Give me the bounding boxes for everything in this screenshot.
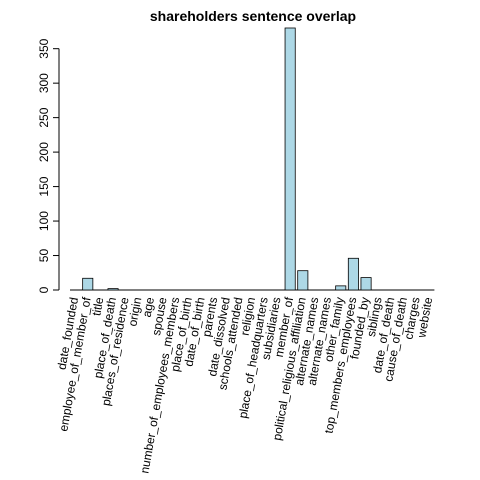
plot-area: 050100150200250300350date_foundedemploye… <box>37 27 435 475</box>
chart-title: shareholders sentence overlap <box>150 8 356 24</box>
x-tick-label: parents <box>199 296 220 338</box>
y-tick-label: 350 <box>37 38 51 58</box>
bar <box>347 257 359 291</box>
bar <box>360 277 372 291</box>
y-tick-label: 250 <box>37 107 51 127</box>
y-tick-label: 100 <box>37 211 51 231</box>
y-tick-label: 300 <box>37 73 51 93</box>
y-tick-label: 0 <box>37 286 51 293</box>
x-tick-label: origin <box>125 296 144 327</box>
y-tick-label: 200 <box>37 142 51 162</box>
x-tick-label: title <box>89 296 106 317</box>
x-tick-label: siblings <box>364 296 385 338</box>
bar <box>284 27 296 291</box>
bar <box>107 288 119 291</box>
x-tick-label: age <box>140 296 157 318</box>
bar <box>82 277 94 291</box>
y-tick-label: 150 <box>37 176 51 196</box>
bar <box>297 270 309 291</box>
y-tick-label: 50 <box>37 249 51 263</box>
x-tick-label: spouse <box>149 296 170 337</box>
x-tick-label: religion <box>238 296 259 337</box>
bar <box>335 285 347 291</box>
